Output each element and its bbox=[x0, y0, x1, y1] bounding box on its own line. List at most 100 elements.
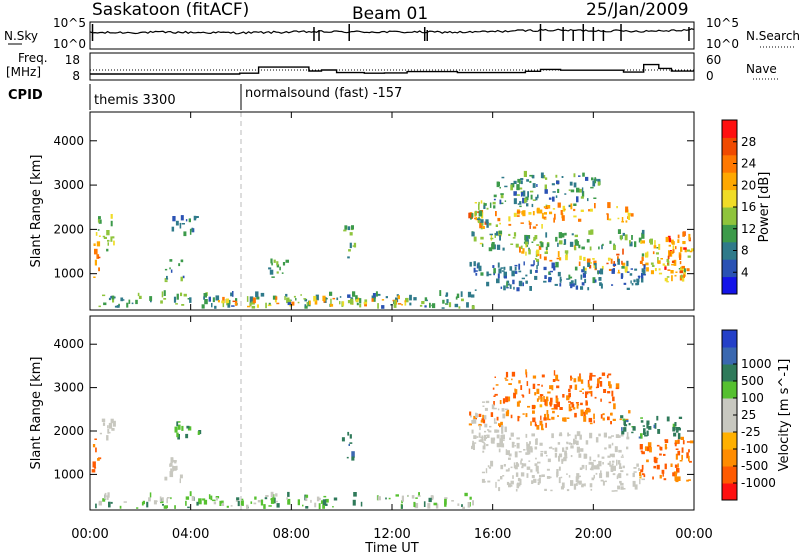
freq-tick-low: 8 bbox=[72, 69, 80, 83]
heatmap-cell bbox=[618, 473, 622, 479]
heatmap-cell bbox=[527, 448, 529, 453]
heatmap-cell bbox=[467, 291, 472, 298]
heatmap-cell bbox=[93, 467, 97, 469]
heatmap-cell bbox=[688, 233, 691, 240]
heatmap-cell bbox=[185, 496, 190, 500]
heatmap-cell bbox=[543, 266, 547, 271]
heatmap-cell bbox=[526, 203, 529, 207]
heatmap-cell bbox=[598, 460, 602, 467]
heatmap-cell bbox=[525, 413, 528, 418]
heatmap-cell bbox=[621, 427, 623, 431]
heatmap-cell bbox=[661, 469, 665, 474]
noise-trace bbox=[89, 24, 695, 41]
heatmap-cell bbox=[431, 304, 434, 307]
heatmap-cell bbox=[536, 398, 539, 402]
noise-panel: N.Sky 10^5 10^0 10^5 10^0 N.Search bbox=[4, 16, 800, 51]
heatmap-cell bbox=[563, 417, 567, 422]
heatmap-cell bbox=[166, 497, 170, 499]
frequency-trace bbox=[90, 63, 694, 75]
heatmap-cell bbox=[287, 299, 292, 304]
heatmap-cell bbox=[480, 436, 484, 439]
heatmap-cell bbox=[210, 495, 213, 501]
power-ytick-label: 2000 bbox=[53, 222, 84, 236]
heatmap-cell bbox=[611, 442, 614, 446]
heatmap-cell bbox=[486, 434, 490, 438]
heatmap-cell bbox=[621, 266, 625, 269]
heatmap-cell bbox=[161, 497, 164, 503]
power-colorbar-segment bbox=[722, 259, 737, 278]
heatmap-cell bbox=[557, 415, 559, 417]
heatmap-cell bbox=[602, 243, 604, 246]
heatmap-cell bbox=[518, 280, 523, 287]
power-colorbar-tick: 12 bbox=[741, 222, 756, 236]
heatmap-cell bbox=[598, 277, 602, 281]
heatmap-cell bbox=[203, 293, 207, 298]
heatmap-cell bbox=[514, 264, 518, 267]
heatmap-cell bbox=[585, 391, 589, 395]
time-axis-label: Time UT bbox=[364, 541, 418, 554]
heatmap-cell bbox=[473, 261, 476, 267]
heatmap-cell bbox=[106, 495, 109, 500]
heatmap-cell bbox=[170, 269, 173, 273]
heatmap-cell bbox=[570, 480, 574, 486]
heatmap-cell bbox=[537, 461, 541, 464]
heatmap-cell bbox=[571, 404, 575, 408]
heatmap-cell bbox=[462, 506, 465, 509]
heatmap-cell bbox=[557, 188, 560, 193]
velocity-colorbar-tick: -25 bbox=[741, 425, 761, 439]
heatmap-cell bbox=[95, 503, 97, 509]
heatmap-cell bbox=[176, 293, 179, 300]
heatmap-cell bbox=[600, 283, 603, 289]
heatmap-cell bbox=[537, 384, 540, 386]
heatmap-cell bbox=[536, 388, 540, 394]
heatmap-cell bbox=[401, 495, 404, 502]
heatmap-cell bbox=[525, 369, 527, 375]
heatmap-cell bbox=[304, 305, 308, 309]
heatmap-cell bbox=[546, 248, 548, 254]
heatmap-cell bbox=[237, 500, 240, 507]
heatmap-cell bbox=[612, 473, 616, 476]
heatmap-cell bbox=[418, 492, 420, 497]
heatmap-cell bbox=[478, 439, 482, 442]
heatmap-cell bbox=[627, 212, 631, 216]
heatmap-cell bbox=[544, 450, 547, 454]
heatmap-cell bbox=[559, 407, 563, 410]
heatmap-cell bbox=[554, 213, 556, 220]
heatmap-cell bbox=[672, 245, 675, 251]
heatmap-cell bbox=[371, 298, 375, 302]
heatmap-cell bbox=[523, 170, 527, 177]
heatmap-cell bbox=[448, 302, 452, 308]
heatmap-cell bbox=[682, 440, 685, 445]
heatmap-cell bbox=[548, 476, 552, 479]
heatmap-cell bbox=[566, 489, 570, 492]
heatmap-cell bbox=[518, 451, 522, 453]
cpid-label: CPID bbox=[8, 88, 43, 103]
heatmap-cell bbox=[537, 479, 540, 481]
velocity-colorbar-segment bbox=[722, 364, 737, 382]
heatmap-cell bbox=[566, 395, 570, 401]
heatmap-cell bbox=[377, 303, 379, 309]
heatmap-cell bbox=[617, 258, 620, 265]
heatmap-cell bbox=[581, 483, 585, 486]
heatmap-cell bbox=[675, 430, 679, 433]
heatmap-cell bbox=[570, 443, 573, 446]
heatmap-cell bbox=[514, 271, 518, 274]
heatmap-cell bbox=[506, 450, 510, 455]
heatmap-cell bbox=[587, 379, 590, 384]
heatmap-cell bbox=[214, 305, 217, 309]
heatmap-cell bbox=[355, 299, 359, 302]
heatmap-cell bbox=[576, 473, 580, 479]
heatmap-cell bbox=[497, 479, 500, 482]
heatmap-cell bbox=[349, 434, 352, 439]
heatmap-cell bbox=[204, 299, 208, 305]
heatmap-cell bbox=[489, 233, 493, 236]
heatmap-cell bbox=[187, 426, 192, 431]
heatmap-cell bbox=[552, 191, 556, 193]
heatmap-cell bbox=[409, 302, 412, 306]
heatmap-cell bbox=[568, 406, 572, 412]
heatmap-cell bbox=[305, 506, 309, 509]
heatmap-cell bbox=[235, 298, 238, 303]
heatmap-cell bbox=[547, 458, 551, 463]
heatmap-cell bbox=[568, 189, 571, 191]
heatmap-cell bbox=[611, 435, 614, 437]
